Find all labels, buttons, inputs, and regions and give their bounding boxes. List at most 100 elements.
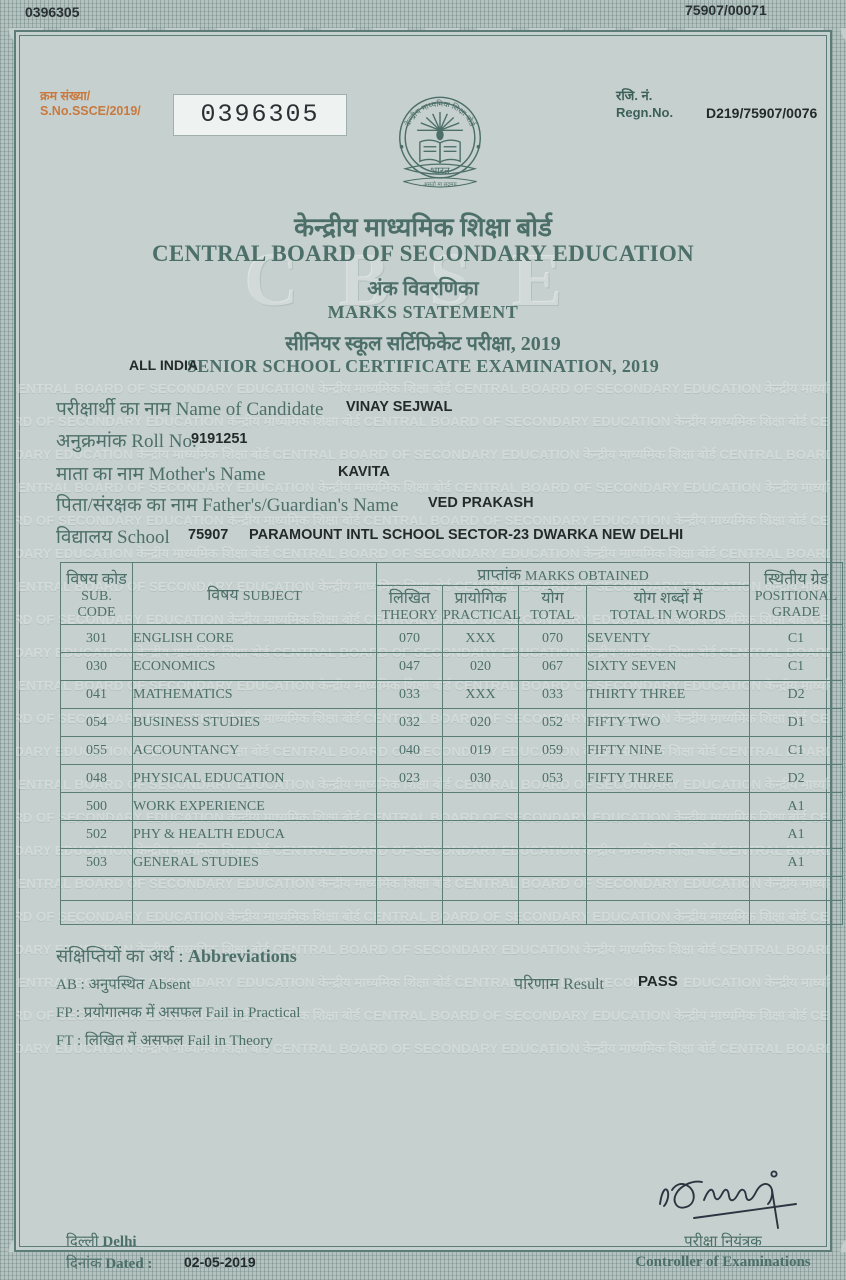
serial-number-label: क्रम संख्या/ S.No.SSCE/2019/	[40, 89, 141, 119]
top-right-serial: 75907/00071	[685, 2, 767, 18]
candidate-name-value: VINAY SEJWAL	[346, 399, 453, 415]
cell-theory: 040	[376, 736, 443, 765]
cell-grade: A1	[749, 820, 844, 849]
cell-total-in-words	[585, 792, 751, 821]
table-row: 502 PHY & HEALTH EDUCA A1	[60, 820, 844, 849]
controller-title-hi: परीक्षा नियंत्रक	[684, 1234, 762, 1250]
table-row-blank	[60, 900, 844, 925]
school-name-value: PARAMOUNT INTL SCHOOL SECTOR-23 DWARKA N…	[249, 527, 684, 543]
header-subject-hi: विषय	[207, 586, 239, 604]
candidate-name-label-hi: परीक्षार्थी का नाम	[56, 399, 171, 420]
registration-label-hi: रजि. नं.	[616, 88, 653, 103]
serial-number-label-hi: क्रम संख्या/	[40, 89, 91, 103]
region-label: ALL INDIA	[129, 357, 198, 373]
cell-theory: 032	[376, 708, 443, 737]
header-positional-grade: स्थितीय ग्रेड POSITIONAL GRADE	[749, 562, 844, 625]
roll-no-label: अनुक्रमांक Roll No.	[56, 427, 197, 453]
cell-total: 059	[518, 736, 587, 765]
school-label-hi: विद्यालय	[56, 527, 113, 548]
roll-no-label-hi: अनुक्रमांक	[56, 431, 127, 452]
cell-subject-name: GENERAL STUDIES	[132, 848, 377, 877]
cell-practical: 019	[442, 736, 519, 765]
cell-grade: A1	[749, 848, 844, 877]
abbreviation-fail-practical: FP : प्रयोगात्मक में असफल Fail in Practi…	[56, 1005, 301, 1021]
cell-subject-code: 301	[60, 624, 133, 653]
cell-grade: D2	[749, 764, 844, 793]
cell-grade: C1	[749, 652, 844, 681]
cell-grade: D2	[749, 680, 844, 709]
candidate-name-label: परीक्षार्थी का नाम Name of Candidate	[56, 395, 323, 421]
dated-label-hi: दिनांक	[66, 1256, 102, 1272]
svg-text:असतो मा सद्गमय: असतो मा सद्गमय	[423, 181, 457, 188]
cell-practical: 020	[442, 652, 519, 681]
exam-name-en: SENIOR SCHOOL CERTIFICATE EXAMINATION, 2…	[186, 356, 660, 376]
cell-total-in-words	[585, 848, 751, 877]
result-label: परिणाम Result	[514, 972, 604, 994]
table-row: 041 MATHEMATICS 033 XXX 033 THIRTY THREE D2	[60, 680, 844, 709]
cell-theory: 070	[376, 624, 443, 653]
registration-label: रजि. नं. Regn.No.	[616, 87, 673, 121]
table-header-row-1: विषय कोड SUB. CODE विषय SUBJECT प्राप्ता…	[60, 562, 844, 625]
cell-theory	[376, 792, 443, 821]
document-type-en: MARKS STATEMENT	[327, 302, 519, 322]
cell-blank	[376, 900, 443, 925]
header-sub-code: विषय कोड SUB. CODE	[60, 562, 133, 625]
place-label: दिल्ली Delhi	[66, 1231, 137, 1251]
registration-number-value: D219/75907/0076	[706, 105, 818, 121]
cell-subject-code: 502	[60, 820, 133, 849]
cell-subject-code: 030	[60, 652, 133, 681]
signature	[646, 1160, 846, 1230]
cell-practical: 030	[442, 764, 519, 793]
abbreviation-fail-theory: FT : लिखित में असफल Fail in Theory	[56, 1033, 273, 1049]
cell-subject-name: BUSINESS STUDIES	[132, 708, 377, 737]
abbreviations-heading: संक्षिप्तियों का अर्थ : Abbreviations	[56, 944, 297, 968]
abbreviation-absent: AB : अनुपस्थित Absent	[56, 977, 191, 993]
cell-total-in-words: SEVENTY	[585, 624, 751, 653]
cell-subject-name: MATHEMATICS	[132, 680, 377, 709]
cell-blank	[442, 900, 519, 925]
cell-blank	[585, 876, 751, 901]
abbreviations-heading-hi: संक्षिप्तियों का अर्थ :	[56, 946, 184, 966]
cell-grade: D1	[749, 708, 844, 737]
header-sub-code-hi: विषय कोड	[66, 570, 127, 588]
table-row: 500 WORK EXPERIENCE A1	[60, 792, 844, 821]
header-subject: विषय SUBJECT	[132, 562, 377, 625]
cell-subject-name: PHY & HEALTH EDUCA	[132, 820, 377, 849]
header-total-in-words: योग शब्दों में TOTAL IN WORDS	[585, 585, 751, 625]
exam-name-hi: सीनियर स्कूल सर्टिफिकेट परीक्षा, 2019	[285, 333, 561, 355]
top-left-serial: 0396305	[25, 4, 80, 20]
mother-name-label-hi: माता का नाम	[56, 464, 144, 485]
mother-name-label: माता का नाम Mother's Name	[56, 460, 266, 486]
header-words-en: TOTAL IN WORDS	[609, 608, 727, 623]
father-name-label-hi: पिता/संरक्षक का नाम	[56, 495, 198, 516]
cell-theory	[376, 848, 443, 877]
cell-practical: XXX	[442, 624, 519, 653]
cell-total	[518, 792, 587, 821]
cell-total: 067	[518, 652, 587, 681]
result-value: PASS	[638, 973, 678, 990]
cell-subject-code: 041	[60, 680, 133, 709]
board-name-en: CENTRAL BOARD OF SECONDARY EDUCATION	[151, 241, 695, 266]
cell-blank	[518, 876, 587, 901]
result-label-en: Result	[563, 976, 604, 993]
header-marks-obtained-hi: प्राप्तांक	[477, 567, 522, 584]
header-grade-en1: POSITIONAL	[754, 588, 838, 604]
cell-total-in-words: SIXTY SEVEN	[585, 652, 751, 681]
header-sub-code-en1: SUB.	[81, 588, 112, 604]
header-total: योग TOTAL	[518, 585, 587, 625]
cell-subject-code: 048	[60, 764, 133, 793]
school-label-en: School	[117, 527, 170, 548]
cell-total: 033	[518, 680, 587, 709]
mother-name-value: KAVITA	[338, 464, 390, 480]
cell-total: 070	[518, 624, 587, 653]
cbse-emblem-icon: केन्द्रीय माध्यमिक शिक्षा बोर्ड	[394, 90, 486, 198]
header-theory-en: THEORY	[381, 608, 438, 623]
cell-subject-code: 054	[60, 708, 133, 737]
serial-number-label-en: S.No.SSCE/2019/	[40, 104, 141, 118]
cell-blank	[376, 876, 443, 901]
cell-subject-name: ACCOUNTANCY	[132, 736, 377, 765]
header-total-hi: योग	[541, 590, 564, 607]
header-theory: लिखित THEORY	[376, 585, 443, 625]
cell-practical	[442, 820, 519, 849]
cell-blank	[749, 900, 844, 925]
